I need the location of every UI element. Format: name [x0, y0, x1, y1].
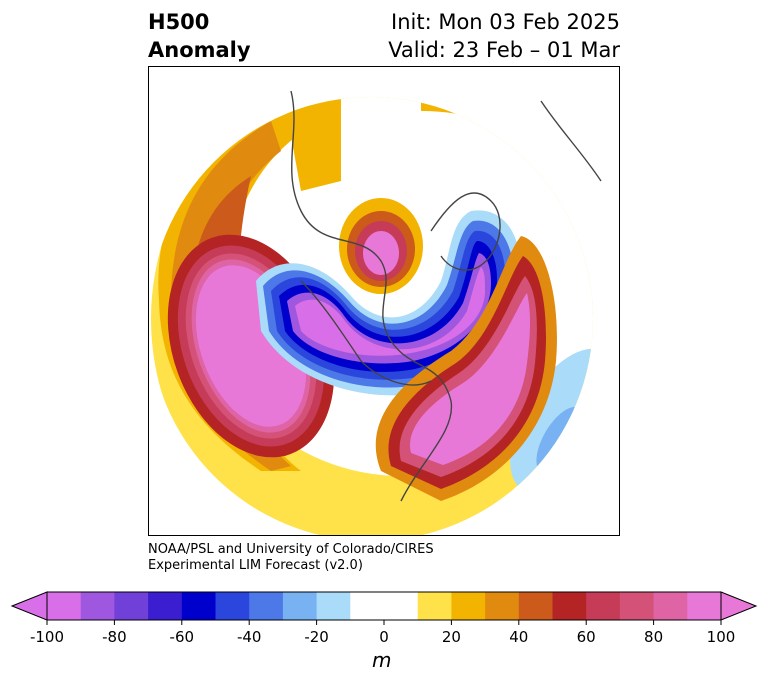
init-date: Init: Mon 03 Feb 2025 — [391, 10, 620, 34]
colorbar-swatch — [350, 592, 385, 620]
colorbar-tick-label: 100 — [707, 628, 736, 646]
colorbar-swatch — [619, 592, 655, 620]
eastern-na-positive-core — [410, 293, 530, 465]
colorbar-max-extend — [720, 591, 758, 621]
colorbar-tick-label: -80 — [102, 628, 127, 646]
colorbar-swatch — [485, 592, 520, 620]
colorbar-min-extend — [10, 591, 48, 621]
colorbar-swatch — [518, 592, 553, 620]
colorbar-swatch — [687, 592, 722, 620]
anomaly-map — [148, 66, 620, 536]
colorbar-swatch — [451, 592, 486, 620]
colorbar-tick-label: -40 — [237, 628, 262, 646]
colorbar-swatch — [316, 592, 351, 620]
valid-dates: Valid: 23 Feb – 01 Mar — [388, 38, 620, 62]
colorbar-swatch — [417, 592, 452, 620]
colorbar-tick-label: 80 — [644, 628, 663, 646]
colorbar-tick-label: -20 — [304, 628, 329, 646]
colorbar-tick-label: 0 — [379, 628, 389, 646]
coastlines — [290, 90, 602, 502]
credit-line-2: Experimental LIM Forecast (v2.0) — [148, 558, 363, 573]
colorbar: -100 -80 -60 -40 -20 0 20 40 60 80 100 — [10, 590, 758, 690]
credit-line-1: NOAA/PSL and University of Colorado/CIRE… — [148, 542, 434, 557]
colorbar-swatch — [552, 592, 587, 620]
map-canvas — [151, 90, 602, 535]
colorbar-swatch — [114, 592, 149, 620]
colorbar-tick-label: 40 — [509, 628, 528, 646]
colorbar-swatch — [384, 592, 419, 620]
forecast-dates: Init: Mon 03 Feb 2025 Valid: 23 Feb – 01… — [388, 8, 620, 64]
hudson-positive-pocket — [363, 231, 399, 275]
colorbar-tick-label: 20 — [442, 628, 461, 646]
map-title: H500 Anomaly — [148, 8, 251, 64]
colorbar-tick-label: -60 — [170, 628, 195, 646]
colorbar-swatch — [80, 592, 115, 620]
colorbar-swatch — [215, 592, 250, 620]
colorbar-swatch — [653, 592, 688, 620]
credit-text: NOAA/PSL and University of Colorado/CIRE… — [148, 542, 434, 574]
title-field: H500 — [148, 10, 210, 34]
title-type: Anomaly — [148, 38, 251, 62]
colorbar-tick-label: 60 — [577, 628, 596, 646]
colorbar-unit: m — [372, 648, 392, 672]
colorbar-swatch — [181, 592, 216, 620]
colorbar-swatch — [148, 592, 183, 620]
colorbar-swatch — [47, 592, 82, 620]
colorbar-swatch — [282, 592, 318, 620]
colorbar-swatch — [586, 592, 621, 620]
colorbar-tick-label: -100 — [30, 628, 64, 646]
colorbar-swatch — [249, 592, 284, 620]
colorbar-svg: -100 -80 -60 -40 -20 0 20 40 60 80 100 — [10, 591, 758, 646]
